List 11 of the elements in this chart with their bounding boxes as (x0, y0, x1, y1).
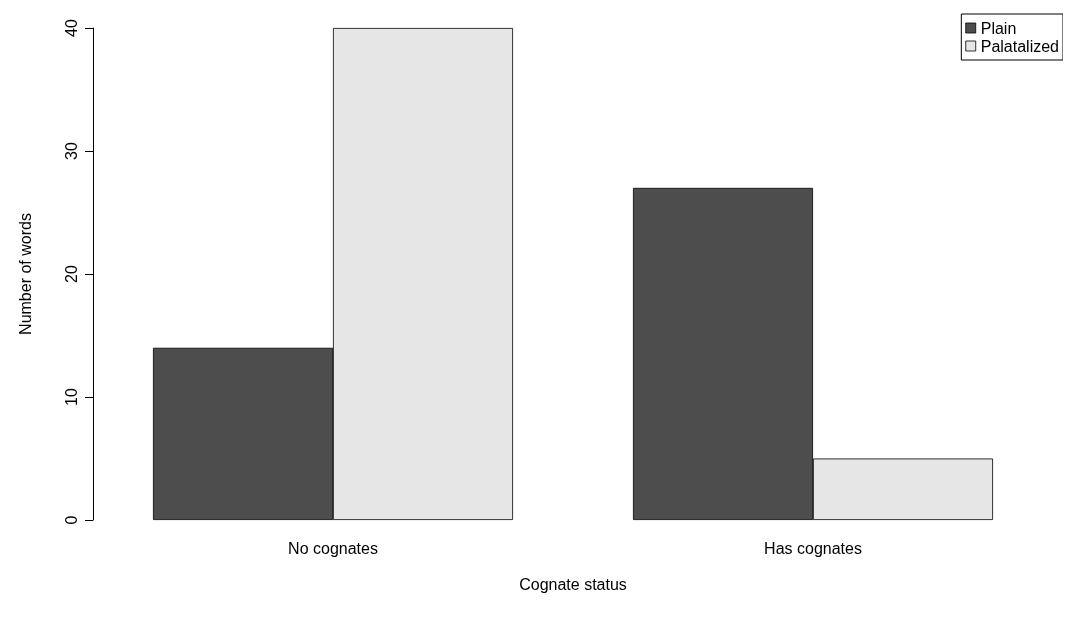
y-tick-label: 10 (62, 388, 80, 406)
y-axis-title: Number of words (16, 213, 34, 335)
x-tick-label: Has cognates (764, 539, 862, 557)
x-axis-title: Cognate status (519, 575, 627, 593)
y-tick-label: 0 (62, 515, 80, 525)
y-tick-label: 40 (62, 19, 80, 37)
legend-label: Plain (980, 19, 1017, 37)
x-tick-label: No cognates (288, 539, 378, 557)
y-tick-label: 30 (62, 142, 80, 160)
legend-label: Palatalized (980, 37, 1060, 55)
y-tick-label: 20 (62, 265, 80, 283)
